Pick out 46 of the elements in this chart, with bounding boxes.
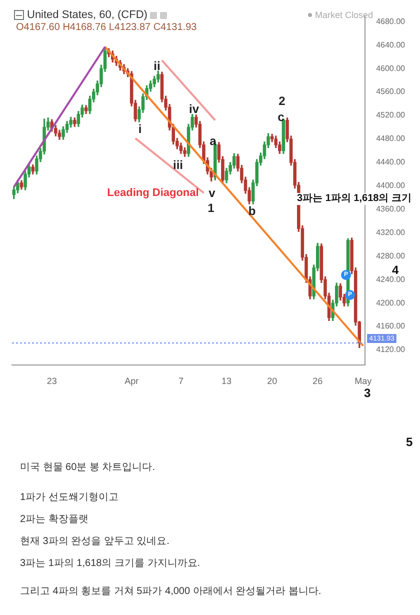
x-tick-label: 26 — [312, 376, 323, 386]
text: 5 — [406, 435, 413, 449]
annotation: ii — [154, 59, 160, 73]
y-tick-label: 4520.00 — [376, 110, 406, 120]
y-tick-label: 4680.00 — [376, 16, 406, 26]
y-tick-label: 4480.00 — [376, 134, 406, 144]
y-tick-label: 4440.00 — [376, 158, 406, 167]
x-tick-label: 7 — [178, 376, 184, 386]
x-tick-label: Apr — [124, 376, 139, 386]
annotation: v — [208, 186, 216, 200]
y-tick-label: 4240.00 — [376, 274, 406, 284]
annotation: 1 — [208, 201, 214, 215]
text: 1파가 선도쐐기형이고 — [20, 491, 118, 504]
y-tick-label: 4200.00 — [376, 298, 406, 308]
text: 3파는 1파의 1,618의 크기를 가지니까요. — [20, 557, 200, 570]
text: 4 — [392, 263, 399, 277]
y-tick-label: 4640.00 — [376, 40, 406, 50]
y-tick-label: 4360.00 — [376, 204, 406, 214]
y-tick-label: 4560.00 — [376, 87, 406, 96]
text: O4167.60 H4168.76 L4123.87 C4131.93 — [16, 22, 197, 33]
x-tick-label: 23 — [46, 376, 57, 386]
y-tick-label: 4120.00 — [376, 345, 406, 354]
y-tick-label: 4320.00 — [376, 228, 406, 237]
annotation: iii — [172, 158, 184, 172]
x-tick-label: 13 — [222, 376, 232, 386]
y-tick-label: 4280.00 — [376, 251, 406, 260]
annotation: iv — [188, 102, 200, 116]
x-tick-label: May — [354, 376, 372, 386]
text: 3 — [364, 386, 371, 400]
annotation: a — [210, 134, 216, 148]
text: 미국 현물 60분 봉 차트입니다. — [20, 461, 156, 474]
annotation: Market Closed — [315, 10, 374, 20]
annotation: 2 — [278, 94, 286, 108]
annotation: 3파는 1파의 1,618의 크기 — [296, 193, 412, 205]
y-tick-label: 4600.00 — [376, 64, 406, 73]
annotation: i — [138, 122, 142, 136]
text: 현재 3파의 완성을 앞두고 있네요. — [20, 535, 170, 548]
y-tick-label: 4160.00 — [376, 322, 406, 331]
y-tick-label: 4400.00 — [376, 181, 406, 190]
text: 2파는 확장플랫 — [20, 513, 88, 526]
text: 그리고 4파의 횡보를 거쳐 5파가 4,000 아래에서 완성될거라 봅니다. — [20, 585, 322, 598]
x-tick-label: 20 — [267, 376, 278, 386]
annotation: b — [248, 204, 256, 218]
annotation: Leading Diagonal — [107, 187, 199, 199]
chart-title: United States, 60, (CFD) — [27, 9, 148, 21]
annotation: c — [278, 110, 284, 124]
